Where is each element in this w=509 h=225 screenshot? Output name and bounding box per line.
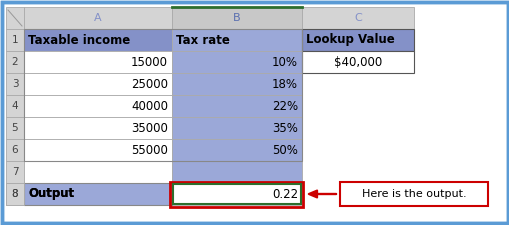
Text: 25000: 25000 <box>131 77 167 90</box>
Bar <box>6 183 24 205</box>
Text: 3: 3 <box>12 79 18 89</box>
Bar <box>6 7 24 29</box>
Bar <box>301 29 413 51</box>
Text: 5: 5 <box>12 123 18 133</box>
Text: Tax rate: Tax rate <box>176 34 230 47</box>
Text: 50%: 50% <box>272 144 297 157</box>
Bar <box>172 161 301 183</box>
Text: 6: 6 <box>12 145 18 155</box>
Bar <box>6 73 24 95</box>
Bar <box>172 183 301 205</box>
Text: Output: Output <box>28 187 74 200</box>
Text: 35000: 35000 <box>131 122 167 135</box>
Bar <box>6 117 24 139</box>
Text: 18%: 18% <box>271 77 297 90</box>
Text: 15000: 15000 <box>131 56 167 68</box>
Text: 55000: 55000 <box>131 144 167 157</box>
FancyArrowPatch shape <box>308 191 335 198</box>
Bar <box>24 73 172 95</box>
Bar <box>173 184 300 204</box>
Bar <box>24 95 172 117</box>
Text: Output: Output <box>28 187 74 200</box>
Text: Taxable income: Taxable income <box>28 34 130 47</box>
Bar <box>6 29 24 51</box>
Bar <box>24 117 172 139</box>
Text: 35%: 35% <box>272 122 297 135</box>
Bar <box>6 161 24 183</box>
Bar <box>24 139 172 161</box>
Bar <box>172 29 301 51</box>
Text: $40,000: $40,000 <box>333 56 381 68</box>
Text: 7: 7 <box>12 167 18 177</box>
Text: A: A <box>94 13 102 23</box>
Bar <box>340 182 487 206</box>
Bar <box>172 95 301 117</box>
Bar <box>24 29 301 161</box>
Bar <box>24 29 172 51</box>
Text: 40000: 40000 <box>131 99 167 112</box>
Bar <box>301 51 413 73</box>
Bar <box>172 139 301 161</box>
Text: 2: 2 <box>12 57 18 67</box>
Bar <box>24 183 172 205</box>
Bar <box>6 139 24 161</box>
Bar <box>172 117 301 139</box>
Text: 8: 8 <box>12 189 18 199</box>
Text: Here is the output.: Here is the output. <box>361 189 465 199</box>
Text: 1: 1 <box>12 35 18 45</box>
Bar <box>6 95 24 117</box>
Text: 10%: 10% <box>271 56 297 68</box>
Text: Lookup Value: Lookup Value <box>305 34 394 47</box>
Text: 0.22: 0.22 <box>271 187 297 200</box>
Text: 22%: 22% <box>271 99 297 112</box>
Bar <box>172 51 301 73</box>
Text: B: B <box>233 13 240 23</box>
Bar <box>301 7 413 29</box>
Bar <box>172 73 301 95</box>
Text: 8: 8 <box>12 189 18 199</box>
Text: C: C <box>353 13 361 23</box>
Bar <box>170 182 303 207</box>
Bar <box>24 161 172 183</box>
Bar <box>6 183 24 205</box>
Text: 4: 4 <box>12 101 18 111</box>
Bar <box>24 183 172 205</box>
Bar <box>172 7 301 29</box>
Bar <box>24 51 172 73</box>
Bar <box>24 7 172 29</box>
Bar <box>6 51 24 73</box>
